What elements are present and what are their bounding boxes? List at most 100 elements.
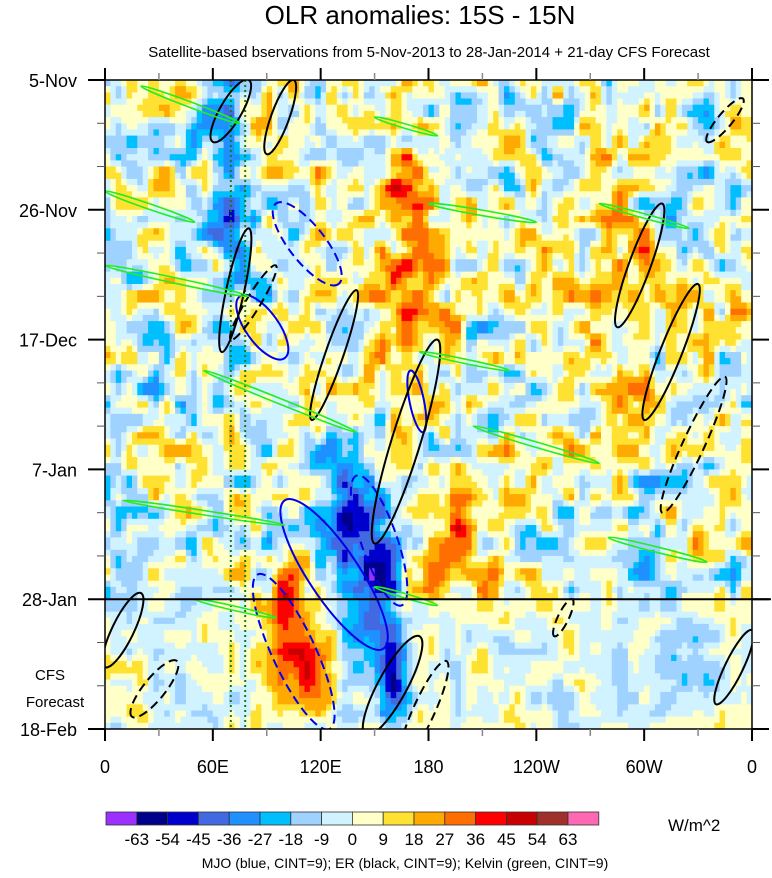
field-cell xyxy=(347,123,354,131)
field-cell xyxy=(315,654,322,662)
field-cell xyxy=(212,345,219,353)
field-cell xyxy=(115,475,122,483)
field-cell xyxy=(218,92,225,100)
field-cell xyxy=(315,420,322,427)
field-cell xyxy=(353,623,359,631)
field-cell xyxy=(358,123,365,131)
field-cell xyxy=(229,98,235,106)
field-cell xyxy=(207,80,214,87)
field-cell xyxy=(153,104,160,112)
field-cell xyxy=(148,277,155,285)
field-cell xyxy=(320,345,327,353)
field-cell xyxy=(175,457,182,464)
field-cell xyxy=(164,172,171,180)
field-cell xyxy=(212,209,219,217)
field-cell xyxy=(110,549,117,557)
field-cell xyxy=(229,290,235,297)
field-cell xyxy=(175,685,182,693)
field-cell xyxy=(196,370,203,378)
field-cell xyxy=(293,494,300,501)
field-cell xyxy=(331,667,338,674)
field-cell xyxy=(148,599,155,606)
field-cell xyxy=(110,259,117,266)
field-cell xyxy=(115,228,122,236)
field-cell xyxy=(223,691,230,699)
field-cell xyxy=(304,673,311,681)
field-cell xyxy=(277,160,284,168)
field-cell xyxy=(256,358,262,365)
field-cell xyxy=(358,104,365,112)
field-cell xyxy=(212,80,219,87)
field-cell xyxy=(142,531,149,538)
field-cell xyxy=(326,271,333,279)
field-cell xyxy=(293,673,300,681)
field-cell xyxy=(266,555,273,563)
field-cell xyxy=(169,222,176,229)
field-cell xyxy=(336,333,343,341)
field-cell xyxy=(256,185,262,192)
field-cell xyxy=(132,80,138,87)
field-cell xyxy=(353,512,359,520)
field-cell xyxy=(239,154,246,161)
field-cell xyxy=(180,593,187,600)
field-cell xyxy=(272,673,279,681)
field-cell xyxy=(207,593,214,600)
field-cell xyxy=(132,284,138,291)
field-cell xyxy=(239,191,246,199)
field-cell xyxy=(315,716,322,724)
field-cell xyxy=(229,555,235,563)
field-cell xyxy=(218,679,225,687)
field-cell xyxy=(272,679,279,687)
field-cell xyxy=(158,259,165,266)
field-cell xyxy=(256,240,262,248)
field-cell xyxy=(126,308,133,316)
field-cell xyxy=(180,228,187,236)
field-cell xyxy=(229,630,235,637)
field-cell xyxy=(142,246,149,254)
field-cell xyxy=(175,234,182,242)
field-cell xyxy=(148,98,155,106)
field-cell xyxy=(223,549,230,557)
field-cell xyxy=(180,284,187,291)
field-cell xyxy=(277,599,284,606)
field-cell xyxy=(148,525,155,532)
field-cell xyxy=(191,290,198,297)
field-cell xyxy=(132,110,138,118)
field-cell xyxy=(293,450,300,458)
field-cell xyxy=(245,555,252,563)
field-cell xyxy=(250,265,257,273)
field-cell xyxy=(185,679,192,687)
field-cell xyxy=(148,197,155,205)
field-cell xyxy=(331,259,338,266)
field-cell xyxy=(331,135,338,143)
field-cell xyxy=(153,308,160,316)
field-cell xyxy=(358,290,365,297)
field-cell xyxy=(234,203,241,211)
field-cell xyxy=(282,506,289,514)
field-cell xyxy=(191,166,198,174)
field-cell xyxy=(256,370,262,378)
field-cell xyxy=(212,494,219,501)
field-cell xyxy=(212,648,219,656)
field-cell xyxy=(331,321,338,328)
field-cell xyxy=(326,314,333,322)
field-cell xyxy=(261,438,268,446)
field-cell xyxy=(277,308,284,316)
field-cell xyxy=(239,704,246,712)
field-cell xyxy=(142,580,149,588)
field-cell xyxy=(272,494,279,501)
field-cell xyxy=(245,197,252,205)
field-cell xyxy=(105,512,111,520)
field-cell xyxy=(250,438,257,446)
field-cell xyxy=(115,352,122,359)
field-cell xyxy=(353,228,359,236)
field-cell xyxy=(115,314,122,322)
field-cell xyxy=(148,172,155,180)
field-cell xyxy=(207,277,214,285)
field-cell xyxy=(288,630,295,637)
field-cell xyxy=(304,623,311,631)
field-cell xyxy=(218,685,225,693)
field-cell xyxy=(347,382,354,390)
field-cell xyxy=(229,667,235,674)
field-cell xyxy=(320,691,327,699)
